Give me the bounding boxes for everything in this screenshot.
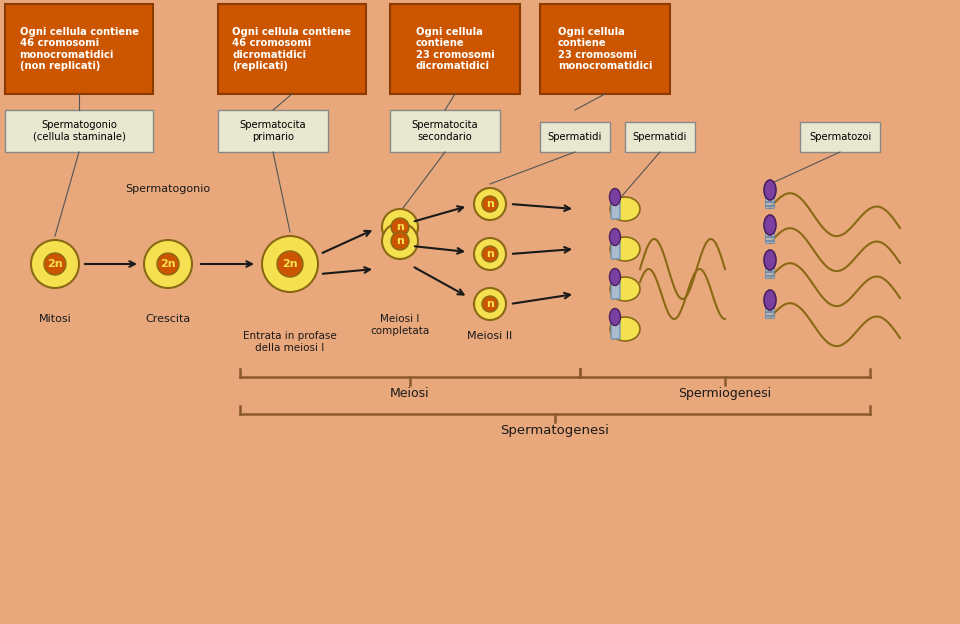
FancyBboxPatch shape	[611, 321, 620, 339]
Text: Spermatidi: Spermatidi	[633, 132, 687, 142]
FancyBboxPatch shape	[611, 281, 620, 299]
Circle shape	[157, 253, 179, 275]
Text: Meiosi: Meiosi	[390, 387, 430, 400]
FancyBboxPatch shape	[765, 220, 775, 243]
Circle shape	[482, 196, 498, 212]
FancyBboxPatch shape	[540, 122, 610, 152]
Circle shape	[474, 288, 506, 320]
Ellipse shape	[610, 308, 620, 326]
Circle shape	[31, 240, 79, 288]
Ellipse shape	[610, 268, 620, 286]
Text: Spermatocita
primario: Spermatocita primario	[240, 120, 306, 142]
Ellipse shape	[764, 180, 776, 200]
FancyBboxPatch shape	[765, 255, 775, 278]
Text: Spermatogenesi: Spermatogenesi	[500, 424, 610, 437]
FancyBboxPatch shape	[218, 110, 328, 152]
FancyBboxPatch shape	[5, 4, 153, 94]
Text: 2n: 2n	[160, 259, 176, 269]
FancyBboxPatch shape	[540, 4, 670, 94]
Text: Entrata in profase
della meiosi I: Entrata in profase della meiosi I	[243, 331, 337, 353]
Text: Ogni cellula contiene
46 cromosomi
dicromatidici
(replicati): Ogni cellula contiene 46 cromosomi dicro…	[232, 27, 351, 71]
Circle shape	[44, 253, 66, 275]
Circle shape	[382, 223, 418, 259]
Circle shape	[391, 218, 409, 236]
Circle shape	[262, 236, 318, 292]
Text: Spermiogenesi: Spermiogenesi	[679, 387, 772, 400]
FancyBboxPatch shape	[218, 4, 366, 94]
Text: Meiosi I
completata: Meiosi I completata	[371, 314, 430, 336]
Circle shape	[144, 240, 192, 288]
Ellipse shape	[764, 250, 776, 270]
Ellipse shape	[610, 197, 640, 221]
Ellipse shape	[610, 237, 640, 261]
Circle shape	[382, 209, 418, 245]
Text: 2n: 2n	[282, 259, 298, 269]
Text: n: n	[486, 299, 494, 309]
Text: n: n	[486, 249, 494, 259]
Circle shape	[277, 251, 303, 277]
Circle shape	[482, 246, 498, 262]
Text: Spermatogonio: Spermatogonio	[126, 184, 210, 194]
Text: Mitosi: Mitosi	[38, 314, 71, 324]
FancyBboxPatch shape	[390, 110, 500, 152]
Circle shape	[474, 238, 506, 270]
FancyBboxPatch shape	[390, 4, 520, 94]
Text: Meiosi II: Meiosi II	[468, 331, 513, 341]
FancyBboxPatch shape	[765, 185, 775, 208]
Text: n: n	[396, 236, 404, 246]
Text: Spermatidi: Spermatidi	[548, 132, 602, 142]
Text: n: n	[396, 222, 404, 232]
Ellipse shape	[610, 277, 640, 301]
FancyBboxPatch shape	[611, 241, 620, 259]
Text: 2n: 2n	[47, 259, 62, 269]
FancyBboxPatch shape	[765, 296, 775, 318]
Text: Spermatocita
secondario: Spermatocita secondario	[412, 120, 478, 142]
Text: Ogni cellula contiene
46 cromosomi
monocromatidici
(non replicati): Ogni cellula contiene 46 cromosomi monoc…	[19, 27, 138, 71]
Ellipse shape	[610, 188, 620, 205]
FancyBboxPatch shape	[611, 201, 620, 219]
Text: Crescita: Crescita	[145, 314, 191, 324]
Text: Ogni cellula
contiene
23 cromosomi
dicromatidici: Ogni cellula contiene 23 cromosomi dicro…	[416, 27, 494, 71]
Ellipse shape	[764, 215, 776, 235]
FancyBboxPatch shape	[5, 110, 153, 152]
Circle shape	[474, 188, 506, 220]
Circle shape	[482, 296, 498, 312]
FancyBboxPatch shape	[625, 122, 695, 152]
Text: Ogni cellula
contiene
23 cromosomi
monocromatidici: Ogni cellula contiene 23 cromosomi monoc…	[558, 27, 652, 71]
Ellipse shape	[610, 317, 640, 341]
Text: n: n	[486, 199, 494, 209]
Text: Spermatozoi: Spermatozoi	[809, 132, 871, 142]
Ellipse shape	[610, 228, 620, 245]
Text: Spermatogonio
(cellula staminale): Spermatogonio (cellula staminale)	[33, 120, 126, 142]
Ellipse shape	[764, 290, 776, 310]
Circle shape	[391, 232, 409, 250]
FancyBboxPatch shape	[800, 122, 880, 152]
